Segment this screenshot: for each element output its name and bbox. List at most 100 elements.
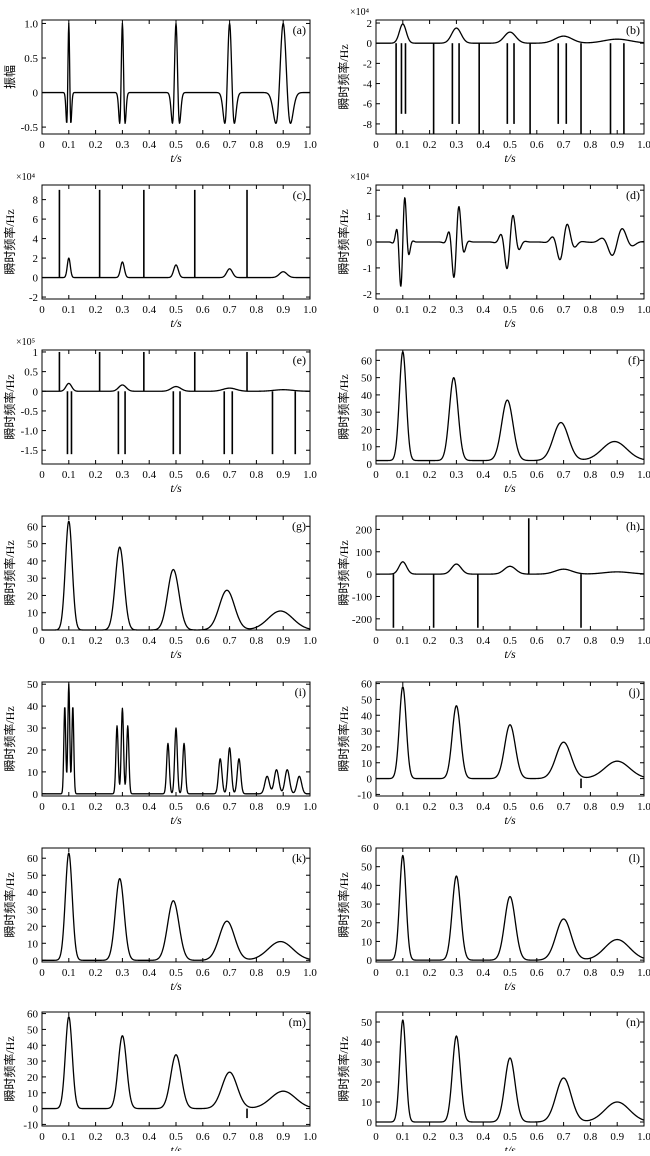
panel-label: (e) [293, 353, 306, 367]
x-tick-label: 0.1 [396, 1131, 410, 1143]
series-line [375, 1019, 645, 1123]
x-tick-label: 0.3 [116, 469, 130, 481]
x-tick-label: 0.5 [503, 801, 517, 813]
y-tick-label: 60 [361, 843, 373, 855]
x-tick-label: 0.2 [423, 801, 437, 813]
x-tick-label: 0.1 [62, 304, 76, 316]
x-tick-label: 0.2 [423, 139, 437, 151]
x-axis-label: t/s [170, 979, 182, 993]
y-tick-label: 0 [367, 38, 373, 50]
y-tick-label: 0 [367, 237, 373, 249]
y-tick-label: -2 [363, 289, 372, 301]
y-axis-label: 瞬时频率/Hz [2, 872, 17, 937]
x-tick-label: 0.1 [62, 1131, 76, 1143]
x-tick-label: 0.2 [423, 469, 437, 481]
x-tick-label: 0.5 [169, 635, 183, 647]
y-tick-label: 30 [27, 723, 39, 735]
x-tick-label: 0.3 [450, 967, 464, 979]
plot-frame [41, 349, 311, 465]
x-tick-label: 1.0 [637, 967, 650, 979]
x-tick-label: 0.2 [89, 967, 103, 979]
x-tick-label: 0.9 [610, 139, 624, 151]
x-axis-label: t/s [504, 1143, 516, 1151]
y-tick-label: 2 [367, 18, 373, 30]
x-tick-label: 0 [373, 635, 379, 647]
x-tick-label: 0.7 [223, 469, 237, 481]
x-axis-label: t/s [504, 647, 516, 661]
x-tick-label: 0.6 [530, 967, 544, 979]
x-tick-label: 0.7 [223, 635, 237, 647]
panel-b: 20-2-4-6-80 0.1 0.2 0.3 0.4 0.5 0.6 0.7 0.8 0.9 1.… [336, 7, 650, 165]
x-axis-label: t/s [170, 1143, 182, 1151]
axis-exponent: ×10⁴ [16, 172, 36, 183]
x-tick-label: 0.8 [584, 139, 598, 151]
x-tick-label: 0.4 [476, 469, 490, 481]
y-tick-label: -10 [23, 1119, 38, 1131]
panel-k: 60 50 40 30 20 10 00 0.1 0.2 0.3 0.4 0.5 0.6 0.7 0.8 0.… [2, 847, 317, 993]
x-tick-label: 0.7 [557, 139, 571, 151]
x-tick-label: 0.7 [557, 635, 571, 647]
y-tick-label: -0.5 [21, 406, 39, 418]
series-line [375, 23, 645, 44]
y-tick-label: 20 [27, 745, 39, 757]
x-tick-label: 1.0 [303, 635, 317, 647]
axis-exponent: ×10⁴ [350, 172, 370, 183]
x-tick-label: 0.6 [196, 304, 210, 316]
panel-label: (l) [629, 851, 640, 865]
y-tick-label: 40 [27, 701, 39, 713]
y-tick-label: 10 [361, 936, 373, 948]
y-tick-label: -2 [363, 58, 372, 70]
x-tick-label: 0.4 [476, 1131, 490, 1143]
y-tick-label: 0 [33, 625, 39, 637]
y-tick-label: -4 [363, 79, 373, 91]
x-tick-label: 0 [373, 1131, 379, 1143]
y-tick-label: 40 [27, 887, 39, 899]
x-tick-label: 1.0 [637, 304, 650, 316]
plot-frame [41, 681, 311, 797]
y-tick-label: 2 [367, 185, 373, 197]
y-tick-label: 0.5 [24, 53, 38, 65]
x-tick-label: 0.5 [169, 139, 183, 151]
y-axis-label: 瞬时频率/Hz [2, 540, 17, 605]
x-axis-label: t/s [170, 316, 182, 330]
y-axis-label: 瞬时频率/Hz [2, 706, 17, 771]
x-tick-label: 0.5 [503, 304, 517, 316]
x-tick-label: 0.9 [610, 967, 624, 979]
x-tick-label: 0.2 [89, 469, 103, 481]
x-tick-label: 0.3 [450, 801, 464, 813]
x-tick-label: 0.9 [276, 139, 290, 151]
series-line [375, 561, 645, 575]
x-tick-label: 0.1 [62, 139, 76, 151]
x-tick-label: 0.3 [116, 304, 130, 316]
x-tick-label: 0.4 [142, 1131, 156, 1143]
x-tick-label: 0.9 [276, 801, 290, 813]
y-tick-label: 60 [27, 1009, 39, 1021]
x-tick-label: 1.0 [303, 304, 317, 316]
series-line [41, 257, 311, 279]
series-line [41, 382, 311, 392]
x-tick-label: 0.9 [276, 1131, 290, 1143]
panel-g: 60 50 40 30 20 10 00 0.1 0.2 0.3 0.4 0.5 0.6 0.7 0.8 0.… [2, 515, 317, 661]
y-tick-label: 40 [361, 390, 373, 402]
x-tick-label: 1.0 [303, 139, 317, 151]
y-tick-label: 50 [27, 1024, 39, 1036]
x-tick-label: 0.1 [62, 967, 76, 979]
y-tick-label: 30 [27, 573, 39, 585]
panel-label: (a) [293, 23, 306, 37]
x-tick-label: 0.6 [196, 1131, 210, 1143]
x-tick-label: 0.9 [276, 967, 290, 979]
y-tick-label: -1.5 [21, 445, 39, 457]
y-tick-label: 20 [361, 742, 373, 754]
y-tick-label: 10 [361, 442, 373, 454]
y-tick-label: 40 [27, 556, 39, 568]
x-tick-label: 0.8 [584, 304, 598, 316]
panel-label: (g) [292, 519, 306, 533]
x-tick-label: 0.4 [476, 801, 490, 813]
x-tick-label: 0.4 [476, 304, 490, 316]
x-tick-label: 0.3 [116, 635, 130, 647]
x-tick-label: 0.3 [450, 304, 464, 316]
series-line [375, 686, 645, 780]
panel-l: 60 50 40 30 20 10 00 0.1 0.2 0.3 0.4 0.5 0.6 0.7 0.8 0.… [336, 843, 650, 993]
